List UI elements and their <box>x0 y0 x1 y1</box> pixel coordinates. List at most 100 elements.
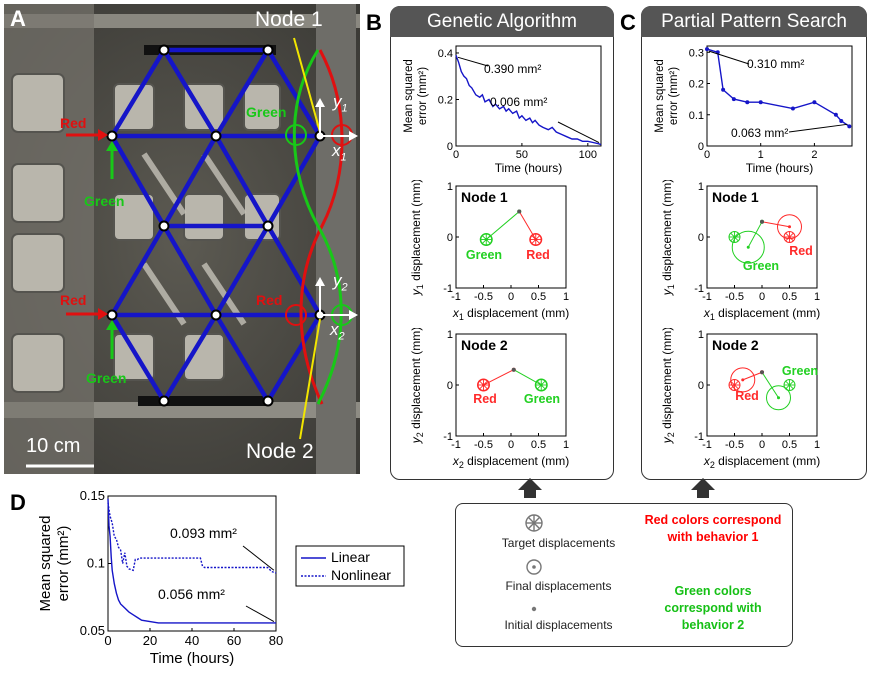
annotation-start: 0.390 mm² <box>484 62 541 76</box>
final-marker <box>534 378 548 392</box>
target-spoke <box>785 232 794 242</box>
x-tick-label: -1 <box>702 439 712 451</box>
initial-marker <box>760 219 764 224</box>
legend-green-note: Green colors correspond with behavior 2 <box>664 584 762 632</box>
final-symbol-icon <box>526 559 542 575</box>
x-tick-label: 1 <box>814 291 820 303</box>
x-tick-label: 0.5 <box>531 439 546 451</box>
plot-frame <box>455 185 567 289</box>
legend-box <box>455 503 793 647</box>
panel-b-header: Genetic Algorithm <box>390 6 614 37</box>
legend-linear-label: Linear <box>331 549 370 565</box>
x-tick-label: 1 <box>814 439 820 451</box>
x-tick-label: 60 <box>227 633 241 648</box>
legend-nonlinear-label: Nonlinear <box>331 567 391 583</box>
trajectory-line <box>761 221 790 228</box>
plot-frame <box>107 495 277 632</box>
y-tick-label: 0.05 <box>80 623 105 638</box>
y-axis-label-line2: error (mm²) <box>668 67 680 125</box>
trajectory-line <box>742 371 763 381</box>
x-tick-label: 0 <box>759 439 765 451</box>
y-tick-label: 1 <box>447 181 453 193</box>
final-center <box>788 225 791 229</box>
node1-label: Node 1 <box>255 8 323 31</box>
x-tick-label: 0.5 <box>531 291 546 303</box>
series-label: Red <box>526 248 550 262</box>
x-tick-label: 80 <box>269 633 283 648</box>
y-axis-label: y2 displacement (mm) <box>660 328 676 444</box>
target-spoke <box>730 380 739 390</box>
annotation-end: 0.006 mm² <box>490 95 547 109</box>
initial-marker <box>511 367 516 372</box>
x-axis-label: Time (hours) <box>150 650 234 667</box>
y-tick-label: -1 <box>694 283 704 295</box>
y-axis-label-line1: Mean squared <box>403 59 415 133</box>
final-center <box>746 245 750 249</box>
green-label-2: Green <box>86 370 127 386</box>
ga-node1-chart: -1 -0.5 0 0.5 1 -1 0 1 Node 1 Green Red x1 displace… <box>409 180 569 322</box>
green-label-1: Green <box>84 193 125 209</box>
error-point <box>731 97 736 102</box>
final-marker <box>730 367 756 393</box>
panel-d-letter: D <box>10 490 26 515</box>
x-axis-label: x1 displacement (mm) <box>703 306 820 322</box>
y-axis-label: y2 displacement (mm) <box>409 328 425 444</box>
x-tick-label: 0.5 <box>782 291 797 303</box>
y-tick-label: -1 <box>443 283 453 295</box>
final-marker <box>777 214 802 240</box>
series-label: Red <box>473 392 497 406</box>
red-label-1: Red <box>60 115 87 131</box>
legend-red-note: Red colors correspond with behavior 1 <box>644 513 782 544</box>
x-tick-label: -0.5 <box>725 291 744 303</box>
x-tick-label: 0 <box>704 149 710 161</box>
target-symbol-icon <box>525 514 543 532</box>
panel-c-letter: C <box>620 10 636 35</box>
final-center <box>539 383 543 387</box>
legend-symbols <box>525 514 543 612</box>
x-axis-label: Time (hours) <box>746 161 814 175</box>
final-marker <box>766 385 791 411</box>
panel-b-letter: B <box>366 10 382 35</box>
error-point <box>812 100 817 105</box>
initial-symbol-icon <box>531 606 537 612</box>
y-tick-label: 0 <box>698 141 704 153</box>
error-point <box>790 106 795 111</box>
nonlinear-series-line <box>107 502 277 574</box>
final-marker <box>731 230 765 264</box>
clamp-bottom <box>138 396 270 406</box>
y-axis-label: y1 displacement (mm) <box>409 180 425 296</box>
final-center <box>484 238 488 242</box>
y-tick-label: 0.15 <box>80 488 105 503</box>
final-marker <box>477 378 490 392</box>
ga-node2-chart: -1 -0.5 0 0.5 1 -1 0 1 Node 2 Red Green x2 displace… <box>409 328 569 470</box>
series-label: Green <box>782 364 818 378</box>
axis-x2-label: x2 <box>330 320 345 343</box>
annotation-end: 0.063 mm² <box>731 126 788 140</box>
annotation-arrow <box>242 545 275 571</box>
node2-label: Node 2 <box>246 440 314 463</box>
error-point <box>745 100 750 105</box>
axis-y2-label: y2 <box>333 271 348 294</box>
y-tick-label: -1 <box>443 431 453 443</box>
x-tick-label: 0.5 <box>782 439 797 451</box>
input-arrows <box>66 129 118 359</box>
y-tick-label: 0.4 <box>438 48 453 60</box>
trajectory-line <box>747 221 763 248</box>
error-point <box>833 112 838 117</box>
y-axis-label-line2: error (mm²) <box>55 526 72 602</box>
annotation-arrow <box>557 121 600 144</box>
trajectory-line <box>485 211 520 240</box>
x-tick-label: 20 <box>143 633 157 648</box>
x-axis-label: Time (hours) <box>495 161 563 175</box>
x-tick-label: -0.5 <box>474 439 493 451</box>
series-label: Red <box>735 389 759 403</box>
y-tick-label: 0 <box>698 232 704 244</box>
y-tick-label: 0.3 <box>689 47 704 59</box>
y-tick-label: 0.2 <box>438 94 453 106</box>
x-tick-label: 0 <box>508 291 514 303</box>
x-tick-label: -0.5 <box>725 439 744 451</box>
final-center <box>482 383 485 387</box>
final-marker <box>529 233 543 247</box>
target-spoke <box>785 380 794 390</box>
x-tick-label: 1 <box>563 291 569 303</box>
